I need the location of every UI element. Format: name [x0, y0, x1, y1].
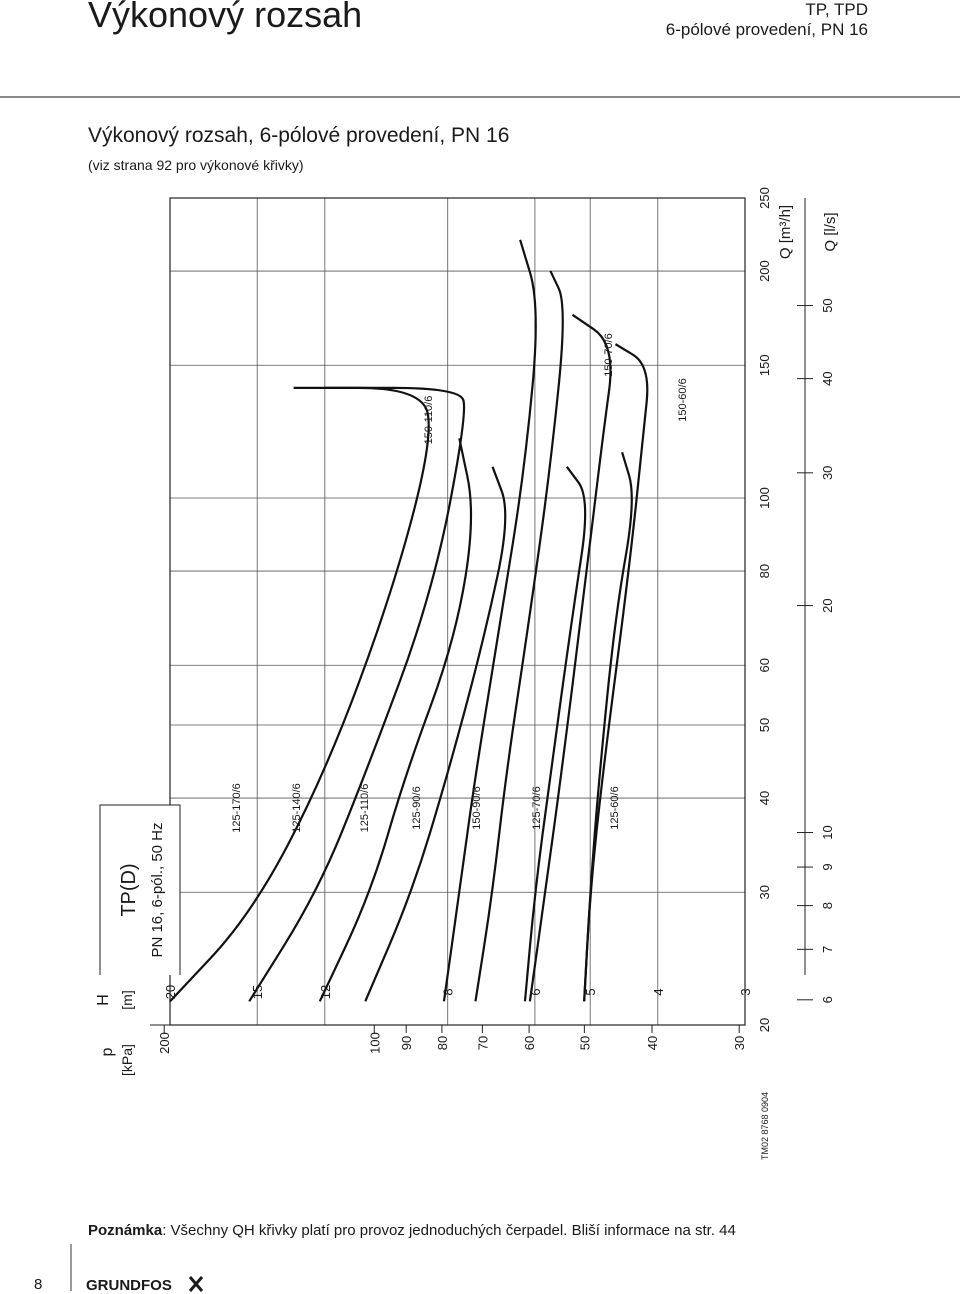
- curve-label: 125-110/6: [359, 784, 371, 833]
- q-axis-title: Q [m³/h]: [777, 205, 794, 259]
- chart-labels: 20 30 40 50 60 80 100 150 200 250 3 4 5 6 8 12 15 20 30 40 5…: [95, 187, 839, 1076]
- ls-tick-label: 9: [820, 863, 835, 870]
- brand-wordmark: GRUNDFOS: [86, 1277, 172, 1294]
- p-tick-label: 40: [645, 1036, 660, 1050]
- legend-box: [99, 804, 181, 975]
- q-tick-label: 150: [757, 354, 772, 376]
- ls-tick-label: 7: [820, 946, 835, 953]
- chart-curves: [169, 239, 649, 1003]
- curve-label: 125-170/6: [231, 783, 243, 833]
- legend-subtitle: PN 16, 6-pól., 50 Hz: [149, 822, 166, 957]
- p-tick-label: 200: [157, 1032, 172, 1054]
- q-tick-label: 250: [757, 187, 772, 209]
- curve-label: 125-70/6: [531, 786, 543, 829]
- ls-tick-label: 40: [820, 371, 835, 385]
- performance-curve: [528, 313, 612, 1002]
- chart-axes: [99, 197, 813, 1033]
- ls-tick-label: 8: [820, 902, 835, 909]
- curve-label: 125-90/6: [411, 786, 423, 829]
- p-tick-label: 70: [475, 1036, 490, 1050]
- h-tick-label: 6: [528, 988, 543, 995]
- h-axis-unit: [m]: [119, 990, 135, 1009]
- section-subtitle: (viz strana 92 pro výkonové křivky): [88, 157, 304, 173]
- q-tick-label: 200: [757, 260, 772, 282]
- h-axis-title: H: [95, 994, 112, 1006]
- h-tick-label: 12: [318, 985, 333, 999]
- q-tick-label: 60: [757, 658, 772, 672]
- q-tick-label: 20: [757, 1018, 772, 1032]
- ls-tick-label: 6: [820, 996, 835, 1003]
- curve-label: 125-140/6: [291, 783, 303, 833]
- curve-label: 150-110/6: [423, 396, 435, 445]
- h-tick-label: 4: [651, 988, 666, 995]
- p-tick-label: 60: [522, 1036, 537, 1050]
- ls-axis-title: Q [l/s]: [822, 212, 839, 251]
- note-text: : Všechny QH křivky platí pro provoz jed…: [162, 1222, 736, 1239]
- p-tick-label: 90: [399, 1036, 414, 1050]
- series-subtitle: 6-pólové provedení, PN 16: [665, 20, 868, 39]
- series-code: TP, TPD: [805, 0, 868, 19]
- h-tick-label: 15: [250, 985, 265, 999]
- q-tick-label: 40: [757, 791, 772, 805]
- figure-id: TM02 8768 0904: [760, 1091, 770, 1160]
- legend-title: TP(D): [118, 863, 140, 916]
- curve-label: 125-60/6: [609, 786, 621, 829]
- section-title: Výkonový rozsah, 6-pólové provedení, PN …: [88, 124, 510, 147]
- ls-tick-label: 20: [820, 598, 835, 612]
- performance-curve: [523, 466, 587, 1002]
- note: Poznámka: Všechny QH křivky platí pro pr…: [88, 1222, 736, 1239]
- p-axis-title: p: [99, 1047, 116, 1056]
- q-tick-label: 80: [757, 564, 772, 578]
- ls-tick-label: 30: [820, 466, 835, 480]
- p-tick-label: 80: [435, 1036, 450, 1050]
- curve-label: 150-60/6: [677, 378, 689, 421]
- header-divider: [0, 96, 960, 98]
- q-tick-label: 50: [757, 718, 772, 732]
- p-tick-label: 100: [367, 1032, 382, 1054]
- performance-curve: [474, 270, 564, 1002]
- h-tick-label: 20: [163, 985, 178, 999]
- curve-label: 150-90/6: [471, 786, 483, 829]
- q-tick-label: 30: [757, 885, 772, 899]
- curve-label: 150-70/6: [603, 333, 615, 376]
- h-tick-label: 8: [441, 988, 456, 995]
- performance-curve: [169, 386, 430, 1003]
- p-tick-label: 50: [577, 1036, 592, 1050]
- q-tick-label: 100: [757, 487, 772, 509]
- page-number: 8: [34, 1276, 43, 1293]
- performance-curve: [583, 343, 649, 1002]
- h-tick-label: 5: [583, 988, 598, 995]
- p-tick-label: 30: [732, 1036, 747, 1050]
- p-axis-unit: [kPa]: [119, 1044, 135, 1076]
- footer-divider: [70, 1244, 72, 1291]
- ls-tick-label: 10: [820, 825, 835, 839]
- performance-curve: [364, 466, 507, 1002]
- page-title: Výkonový rozsah: [88, 0, 363, 35]
- ls-tick-label: 50: [820, 298, 835, 312]
- h-tick-label: 3: [738, 988, 753, 995]
- note-label: Poznámka: [88, 1222, 163, 1239]
- performance-curve: [248, 386, 466, 1002]
- grundfos-logo: GRUNDFOS: [86, 1276, 204, 1294]
- performance-curve: [442, 239, 537, 1002]
- performance-curve: [318, 438, 473, 1002]
